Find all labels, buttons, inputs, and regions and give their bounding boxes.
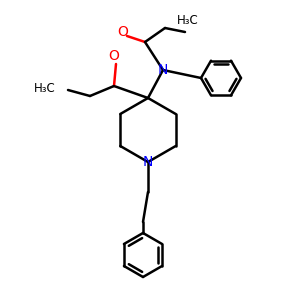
Text: H₃C: H₃C — [34, 82, 56, 94]
Text: O: O — [118, 25, 128, 39]
Text: O: O — [109, 49, 119, 63]
Text: H₃C: H₃C — [177, 14, 199, 28]
Text: N: N — [158, 63, 168, 77]
Text: N: N — [143, 155, 153, 169]
